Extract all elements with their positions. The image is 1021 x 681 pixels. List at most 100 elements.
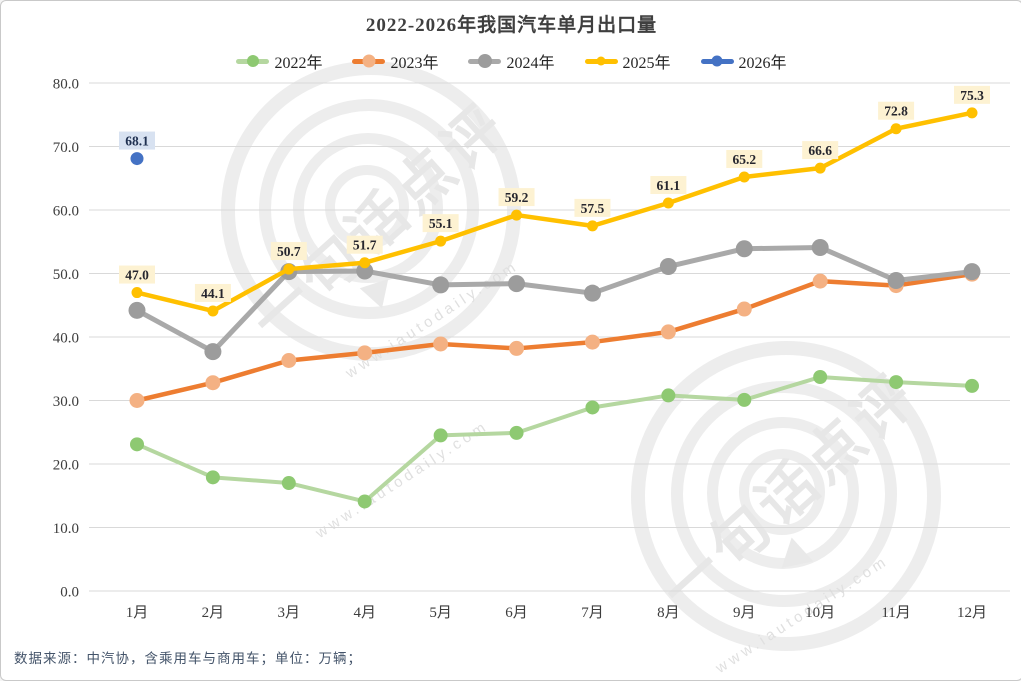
x-axis-labels: 1月 2月 3月 4月 5月 6月 7月 8月 9月 10月 11月 12月 bbox=[126, 605, 987, 621]
legend-item-2024年: 2024年 bbox=[468, 49, 555, 73]
svg-text:5月: 5月 bbox=[429, 605, 452, 621]
data-point-2022年-9月 bbox=[737, 392, 752, 407]
legend-label: 2025年 bbox=[622, 55, 671, 72]
data-labels-2026年: 68.1 bbox=[119, 131, 155, 150]
data-point-2022年-2月 bbox=[205, 470, 220, 485]
legend-marker-icon bbox=[584, 56, 618, 66]
data-point-2023年-3月 bbox=[281, 352, 297, 368]
data-point-2024年-1月 bbox=[128, 301, 146, 319]
series-2024年 bbox=[128, 238, 981, 361]
legend-label: 2022年 bbox=[274, 55, 323, 72]
data-point-2025年-10月 bbox=[814, 162, 826, 174]
data-point-2024年-10月 bbox=[811, 238, 829, 256]
chart-title: 2022-2026年我国汽车单月出口量 bbox=[365, 15, 658, 36]
data-point-2022年-10月 bbox=[813, 370, 828, 385]
data-point-2022年-4月 bbox=[357, 494, 372, 509]
svg-text:1月: 1月 bbox=[126, 605, 149, 621]
series-line-2024年 bbox=[134, 244, 975, 355]
data-point-2025年-12月 bbox=[966, 107, 978, 119]
data-point-2025年-6月 bbox=[511, 209, 523, 221]
svg-text:9月: 9月 bbox=[733, 605, 756, 621]
data-point-2023年-5月 bbox=[433, 336, 449, 352]
data-point-2024年-9月 bbox=[735, 240, 753, 258]
data-label-2025年-9月: 65.2 bbox=[732, 152, 756, 167]
svg-text:12月: 12月 bbox=[957, 605, 987, 621]
data-label-2025年-4月: 51.7 bbox=[353, 238, 377, 253]
data-source-note: 数据来源：中汽协，含乘用车与商用车；单位：万辆； bbox=[14, 651, 362, 666]
svg-text:50.0: 50.0 bbox=[53, 267, 79, 283]
data-point-2023年-2月 bbox=[205, 375, 221, 391]
data-labels-2025年: 47.0 44.1 50.7 51.7 55.1 59.2 57.5 61.1 65.2 66.6… bbox=[119, 85, 990, 302]
data-label-2025年-2月: 44.1 bbox=[201, 286, 225, 301]
svg-text:80.0: 80.0 bbox=[53, 77, 79, 93]
data-point-2025年-8月 bbox=[662, 197, 674, 209]
svg-text:7月: 7月 bbox=[581, 605, 604, 621]
svg-text:3月: 3月 bbox=[278, 605, 301, 621]
data-label-2025年-7月: 57.5 bbox=[581, 201, 605, 216]
data-point-2023年-10月 bbox=[812, 273, 828, 289]
legend-label: 2024年 bbox=[506, 55, 555, 72]
data-point-2025年-11月 bbox=[890, 123, 902, 135]
data-point-2023年-7月 bbox=[584, 334, 600, 350]
data-point-2022年-1月 bbox=[130, 437, 144, 452]
data-point-2025年-4月 bbox=[359, 257, 371, 269]
data-point-2022年-5月 bbox=[433, 428, 448, 443]
chart-legend: 2022年 2023年 2024年 2025年 2026年 bbox=[1, 49, 1021, 73]
data-point-2024年-5月 bbox=[432, 276, 450, 294]
y-axis-labels: 0.0 10.0 20.0 30.0 40.0 50.0 60.0 70.0 80.0 bbox=[53, 77, 79, 601]
legend-marker-icon bbox=[236, 55, 270, 67]
data-point-2022年-3月 bbox=[281, 476, 296, 491]
legend-marker-icon bbox=[468, 54, 502, 68]
series-line-2023年 bbox=[134, 271, 975, 403]
svg-text:8月: 8月 bbox=[657, 605, 680, 621]
legend-label: 2026年 bbox=[738, 55, 787, 72]
data-label-2025年-8月: 61.1 bbox=[657, 178, 681, 193]
data-point-2025年-3月 bbox=[283, 263, 295, 275]
legend-item-2025年: 2025年 bbox=[584, 49, 671, 73]
svg-text:11月: 11月 bbox=[881, 605, 910, 621]
data-point-2023年-8月 bbox=[660, 324, 676, 340]
data-point-2022年-11月 bbox=[889, 375, 904, 390]
data-point-2025年-1月 bbox=[131, 287, 143, 299]
legend-item-2026年: 2026年 bbox=[700, 49, 787, 73]
data-point-2023年-6月 bbox=[509, 340, 525, 356]
data-label-2025年-12月: 75.3 bbox=[960, 88, 984, 103]
svg-text:40.0: 40.0 bbox=[53, 331, 79, 347]
series-line-2025年 bbox=[134, 110, 975, 314]
data-point-2022年-7月 bbox=[585, 400, 600, 415]
legend-marker-icon bbox=[700, 55, 734, 67]
series-2025年 bbox=[131, 107, 978, 317]
data-point-2025年-7月 bbox=[586, 220, 598, 232]
data-point-2024年-8月 bbox=[659, 258, 677, 276]
svg-text:6月: 6月 bbox=[505, 605, 528, 621]
data-label-2025年-3月: 50.7 bbox=[277, 244, 301, 259]
svg-text:70.0: 70.0 bbox=[53, 140, 79, 156]
data-point-2026年-1月 bbox=[130, 152, 144, 166]
data-label-2025年-1月: 47.0 bbox=[125, 268, 149, 283]
data-point-2022年-8月 bbox=[661, 388, 676, 403]
series-2026年 bbox=[130, 152, 144, 166]
data-point-2022年-6月 bbox=[509, 425, 524, 440]
svg-text:0.0: 0.0 bbox=[60, 585, 79, 601]
data-point-2022年-12月 bbox=[965, 378, 979, 393]
data-point-2024年-11月 bbox=[887, 271, 905, 289]
data-point-2024年-7月 bbox=[583, 284, 601, 302]
data-point-2025年-9月 bbox=[738, 171, 750, 183]
legend-label: 2023年 bbox=[390, 55, 439, 72]
data-point-2023年-9月 bbox=[736, 301, 752, 317]
svg-text:10.0: 10.0 bbox=[53, 521, 79, 537]
data-label-2025年-6月: 59.2 bbox=[505, 190, 529, 205]
data-label-2026年-1月: 68.1 bbox=[125, 134, 149, 149]
svg-text:30.0: 30.0 bbox=[53, 394, 79, 410]
svg-text:10月: 10月 bbox=[805, 605, 835, 621]
data-point-2023年-4月 bbox=[357, 345, 373, 361]
data-point-2025年-2月 bbox=[207, 305, 219, 317]
data-point-2024年-12月 bbox=[963, 263, 981, 281]
data-label-2025年-11月: 72.8 bbox=[884, 104, 908, 119]
data-label-2025年-10月: 66.6 bbox=[808, 143, 832, 158]
svg-text:20.0: 20.0 bbox=[53, 458, 79, 474]
series-line-2022年 bbox=[135, 375, 974, 504]
data-point-2023年-1月 bbox=[129, 393, 145, 408]
